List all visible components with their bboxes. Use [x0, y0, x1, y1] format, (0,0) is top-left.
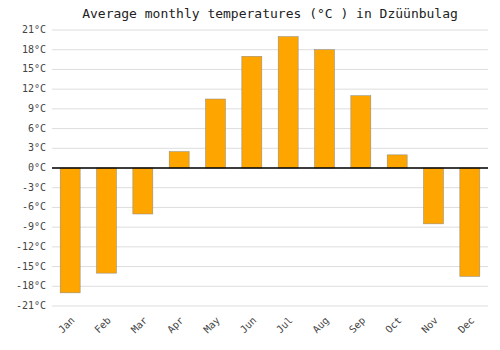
y-tick-label: 15°C: [22, 63, 46, 74]
y-tick-label: -12°C: [16, 241, 46, 252]
y-tick-label: 12°C: [22, 83, 46, 94]
x-tick-label: Dec: [456, 315, 477, 336]
grid-line: [52, 187, 488, 188]
y-axis: -21°C -18°C -15°C -12°C -9°C -6°C -3°C 0°C 3°C 6°…: [16, 24, 46, 311]
grid-line: [52, 168, 488, 169]
grid-line: [52, 128, 488, 129]
y-tick-label: -9°C: [22, 221, 46, 232]
y-tick-label: -6°C: [22, 201, 46, 212]
grid-line: [52, 49, 488, 50]
y-tick-label: -18°C: [16, 280, 46, 291]
grid-line: [52, 227, 488, 228]
x-tick-label: Apr: [165, 315, 186, 336]
grid-line: [52, 246, 488, 247]
bar: [133, 168, 153, 214]
bars: [60, 37, 480, 293]
x-tick-label: Jul: [274, 315, 295, 336]
y-tick-label: 18°C: [22, 44, 46, 55]
bar: [387, 155, 407, 168]
bar: [169, 152, 189, 168]
bar: [424, 168, 444, 224]
zero-line: [52, 167, 488, 169]
bar: [206, 99, 226, 168]
x-tick-label: Oct: [383, 315, 404, 336]
chart: Average monthly temperatures (°C ) in Dz…: [0, 0, 500, 350]
x-axis: Jan Feb Mar Apr May Jun Jul Aug Sep Oct Nov Dec: [56, 315, 476, 336]
grid-line: [52, 89, 488, 90]
grid-line: [52, 69, 488, 70]
title: Average monthly temperatures (°C ) in Dz…: [82, 6, 458, 21]
grid-line: [52, 108, 488, 109]
grid-line: [52, 306, 488, 307]
bar: [315, 50, 335, 168]
grid-line: [52, 207, 488, 208]
x-tick-label: Jan: [56, 315, 77, 336]
bar: [460, 168, 480, 276]
y-tick-label: 6°C: [28, 123, 46, 134]
x-tick-label: May: [201, 315, 222, 336]
y-tick-label: -21°C: [16, 300, 46, 311]
grid-line: [52, 286, 488, 287]
y-tick-label: -3°C: [22, 182, 46, 193]
y-tick-label: -15°C: [16, 261, 46, 272]
bar: [97, 168, 117, 273]
bar: [242, 56, 262, 168]
y-tick-label: 21°C: [22, 24, 46, 35]
grid: [52, 30, 488, 306]
x-tick-label: Aug: [310, 315, 331, 336]
bar: [278, 37, 298, 168]
x-tick-label: Feb: [92, 315, 113, 336]
grid-line: [52, 266, 488, 267]
bar: [60, 168, 80, 293]
bar: [351, 96, 371, 168]
x-tick-label: Jun: [238, 315, 259, 336]
grid-line: [52, 148, 488, 149]
y-tick-label: 9°C: [28, 103, 46, 114]
x-tick-label: Mar: [129, 315, 150, 336]
grid-line: [52, 30, 488, 31]
x-tick-label: Nov: [419, 315, 440, 336]
y-tick-label: 3°C: [28, 142, 46, 153]
y-tick-label: 0°C: [28, 162, 46, 173]
x-tick-label: Sep: [347, 315, 368, 336]
